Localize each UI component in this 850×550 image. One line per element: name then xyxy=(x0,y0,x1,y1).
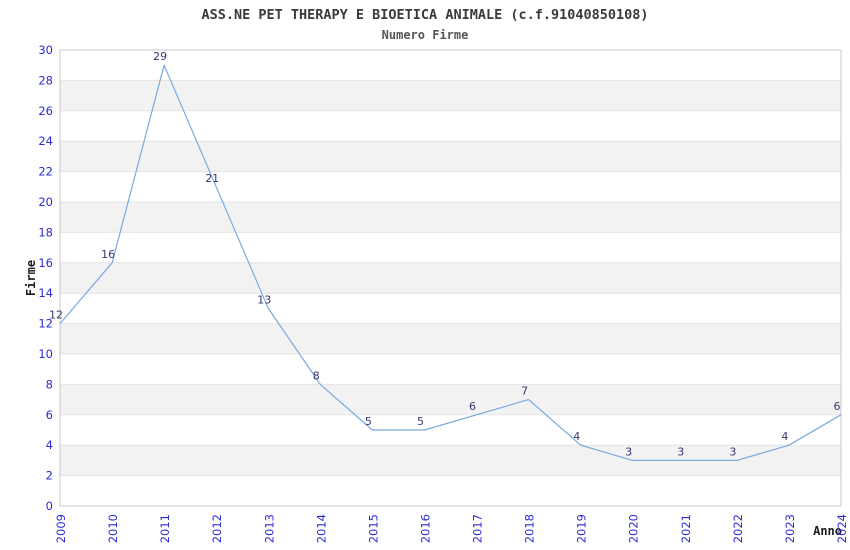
data-label: 6 xyxy=(834,400,841,413)
y-tick-label: 10 xyxy=(38,347,53,361)
grid-band xyxy=(60,80,841,111)
y-tick-label: 8 xyxy=(46,377,53,391)
x-tick-label: 2019 xyxy=(575,514,589,543)
x-tick-label: 2014 xyxy=(314,514,328,543)
x-tick-label: 2012 xyxy=(210,514,224,543)
data-label: 4 xyxy=(781,430,788,443)
y-tick-label: 24 xyxy=(38,134,53,148)
grid-band xyxy=(60,141,841,172)
y-tick-label: 28 xyxy=(38,73,53,87)
data-label: 29 xyxy=(153,50,167,63)
x-tick-label: 2013 xyxy=(262,514,276,543)
data-label: 3 xyxy=(625,445,632,458)
x-tick-label: 2009 xyxy=(54,514,68,543)
data-label: 3 xyxy=(677,445,684,458)
chart-subtitle: Numero Firme xyxy=(381,28,469,42)
y-tick-label: 16 xyxy=(38,256,53,270)
y-tick-label: 0 xyxy=(46,499,53,513)
y-tick-label: 22 xyxy=(38,165,53,179)
chart-title: ASS.NE PET THERAPY E BIOETICA ANIMALE (c… xyxy=(201,7,649,23)
y-tick-label: 18 xyxy=(38,225,53,239)
grid-band xyxy=(60,384,841,415)
data-label: 5 xyxy=(365,415,372,428)
x-tick-label: 2011 xyxy=(158,514,172,543)
data-label: 12 xyxy=(49,309,63,322)
x-tick-label: 2024 xyxy=(835,514,849,543)
grid-band xyxy=(60,202,841,233)
x-tick-label: 2022 xyxy=(731,514,745,543)
x-tick-label: 2010 xyxy=(106,514,120,543)
x-tick-label: 2018 xyxy=(523,514,537,543)
data-label: 16 xyxy=(101,248,115,261)
y-tick-label: 26 xyxy=(38,104,53,118)
y-tick-label: 12 xyxy=(38,317,53,331)
data-label: 5 xyxy=(417,415,424,428)
data-label: 8 xyxy=(313,369,320,382)
y-tick-label: 20 xyxy=(38,195,53,209)
y-tick-label: 30 xyxy=(38,43,53,57)
data-label: 6 xyxy=(469,400,476,413)
x-tick-label: 2023 xyxy=(783,514,797,543)
series-line xyxy=(59,64,842,461)
data-label: 4 xyxy=(573,430,580,443)
data-label: 3 xyxy=(729,445,736,458)
x-tick-label: 2017 xyxy=(471,514,485,543)
grid-band xyxy=(60,323,841,354)
grid-band xyxy=(60,262,841,294)
x-axis-title: Anno xyxy=(813,524,842,538)
y-tick-label: 2 xyxy=(46,469,53,483)
data-label: 7 xyxy=(521,385,528,398)
data-label: 13 xyxy=(257,293,271,306)
plot-border xyxy=(59,49,842,507)
x-tick-label: 2016 xyxy=(419,514,433,543)
x-tick-label: 2015 xyxy=(366,514,380,543)
data-label: 21 xyxy=(205,172,219,185)
y-tick-label: 4 xyxy=(46,438,53,452)
x-tick-label: 2020 xyxy=(627,514,641,543)
x-tick-label: 2021 xyxy=(679,514,693,543)
y-tick-label: 14 xyxy=(38,286,53,300)
y-tick-label: 6 xyxy=(46,408,53,422)
